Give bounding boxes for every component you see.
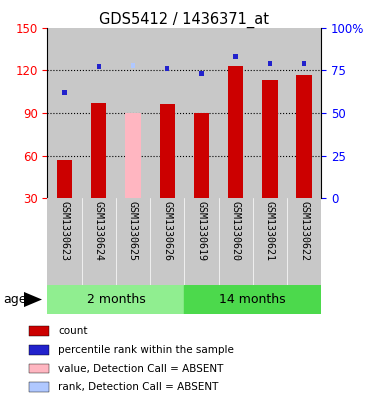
Text: GSM1330622: GSM1330622 <box>299 201 309 261</box>
Bar <box>82 198 116 285</box>
Bar <box>184 198 219 285</box>
Bar <box>253 198 287 285</box>
Bar <box>47 198 82 285</box>
Bar <box>97 64 101 69</box>
Bar <box>116 198 150 285</box>
Bar <box>199 71 204 76</box>
Text: rank, Detection Call = ABSENT: rank, Detection Call = ABSENT <box>58 382 219 392</box>
Bar <box>47 28 82 198</box>
Text: GSM1330620: GSM1330620 <box>231 201 241 261</box>
Bar <box>82 28 116 198</box>
FancyBboxPatch shape <box>29 326 49 336</box>
Bar <box>62 90 67 95</box>
Bar <box>165 66 169 71</box>
Polygon shape <box>24 292 42 307</box>
Text: GSM1330624: GSM1330624 <box>94 201 104 261</box>
Bar <box>268 61 272 66</box>
Text: GSM1330623: GSM1330623 <box>59 201 70 261</box>
Text: 14 months: 14 months <box>219 293 286 306</box>
Bar <box>125 113 141 198</box>
Bar <box>150 198 184 285</box>
Bar <box>194 113 209 198</box>
Bar <box>150 28 184 198</box>
Bar <box>184 285 321 314</box>
Text: value, Detection Call = ABSENT: value, Detection Call = ABSENT <box>58 364 224 374</box>
Bar <box>287 198 321 285</box>
Bar <box>131 62 135 68</box>
Bar <box>219 28 253 198</box>
Bar <box>57 160 72 198</box>
Bar <box>302 61 306 66</box>
Bar <box>228 66 243 198</box>
Bar <box>184 28 219 198</box>
Text: count: count <box>58 327 88 336</box>
Title: GDS5412 / 1436371_at: GDS5412 / 1436371_at <box>99 11 269 28</box>
Bar <box>234 54 238 59</box>
FancyBboxPatch shape <box>29 364 49 373</box>
Bar <box>91 103 107 198</box>
Text: percentile rank within the sample: percentile rank within the sample <box>58 345 234 355</box>
Text: GSM1330625: GSM1330625 <box>128 201 138 261</box>
FancyBboxPatch shape <box>29 382 49 392</box>
Text: 2 months: 2 months <box>87 293 145 306</box>
Bar <box>160 105 175 198</box>
Text: GSM1330619: GSM1330619 <box>196 201 207 261</box>
Bar <box>116 28 150 198</box>
Bar <box>262 80 277 198</box>
Bar <box>287 28 321 198</box>
Text: age: age <box>4 293 27 306</box>
Text: GSM1330621: GSM1330621 <box>265 201 275 261</box>
Bar <box>47 285 184 314</box>
FancyBboxPatch shape <box>29 345 49 354</box>
Text: GSM1330626: GSM1330626 <box>162 201 172 261</box>
Bar <box>219 198 253 285</box>
Bar <box>296 75 312 198</box>
Bar <box>253 28 287 198</box>
